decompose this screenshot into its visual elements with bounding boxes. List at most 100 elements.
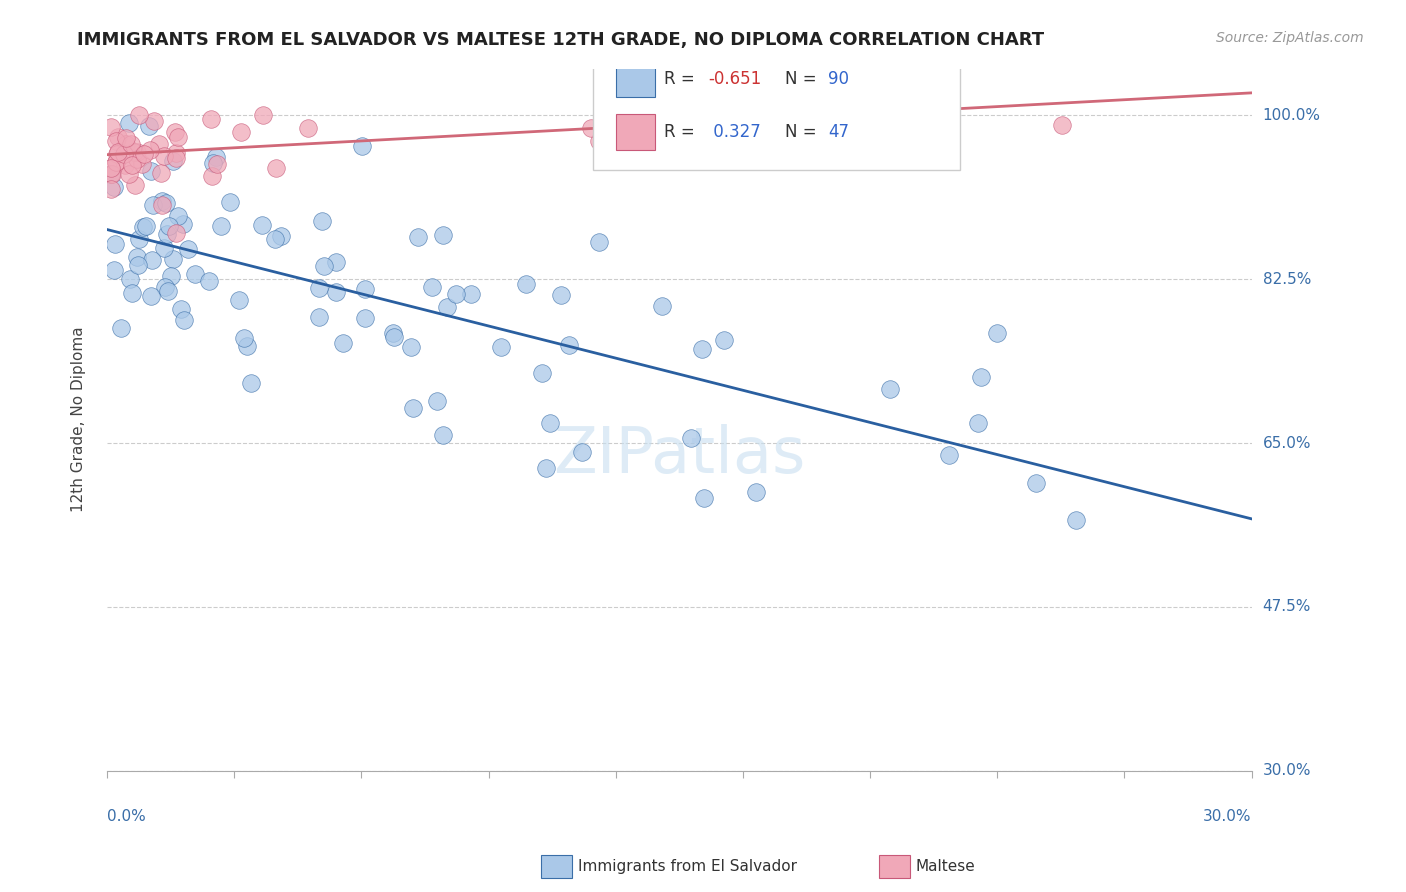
Point bbox=[165, 227, 187, 241]
Point bbox=[420, 280, 443, 294]
Point bbox=[314, 259, 336, 273]
Text: Maltese: Maltese bbox=[915, 859, 974, 873]
Point bbox=[165, 151, 187, 165]
Point bbox=[157, 219, 180, 233]
Point bbox=[986, 326, 1008, 340]
Point bbox=[128, 231, 150, 245]
Text: IMMIGRANTS FROM EL SALVADOR VS MALTESE 12TH GRADE, NO DIPLOMA CORRELATION CHART: IMMIGRANTS FROM EL SALVADOR VS MALTESE 1… bbox=[77, 31, 1045, 49]
Point bbox=[173, 312, 195, 326]
Point bbox=[150, 198, 173, 212]
Point bbox=[354, 282, 377, 296]
Point bbox=[444, 287, 467, 301]
Point bbox=[713, 333, 735, 347]
Point bbox=[325, 285, 347, 300]
Point bbox=[153, 279, 176, 293]
Point bbox=[142, 198, 165, 212]
Point bbox=[107, 146, 129, 161]
Point bbox=[325, 254, 347, 268]
Point bbox=[308, 281, 330, 295]
Point bbox=[938, 448, 960, 462]
Point bbox=[571, 444, 593, 458]
Point bbox=[128, 108, 150, 122]
Point bbox=[240, 376, 263, 390]
Point bbox=[132, 147, 155, 161]
Point bbox=[150, 194, 173, 208]
Point bbox=[1025, 475, 1047, 490]
Point bbox=[112, 147, 135, 161]
Point bbox=[231, 125, 253, 139]
Point bbox=[127, 152, 149, 166]
Point bbox=[308, 310, 330, 325]
Point bbox=[100, 161, 122, 175]
Point bbox=[690, 342, 713, 356]
Point bbox=[177, 242, 200, 256]
Point bbox=[183, 267, 205, 281]
Point bbox=[100, 120, 122, 135]
Point bbox=[209, 219, 232, 234]
Point bbox=[141, 289, 163, 303]
Point bbox=[235, 339, 257, 353]
Point bbox=[135, 219, 157, 233]
Point bbox=[1052, 118, 1074, 132]
Point bbox=[138, 119, 160, 133]
Point bbox=[148, 136, 170, 151]
Point bbox=[218, 194, 240, 209]
Point bbox=[426, 393, 449, 408]
Point bbox=[110, 320, 132, 334]
FancyBboxPatch shape bbox=[616, 114, 655, 150]
Point bbox=[270, 229, 292, 244]
Point bbox=[353, 311, 375, 326]
Point bbox=[118, 168, 141, 182]
Point bbox=[402, 401, 425, 415]
Point bbox=[125, 250, 148, 264]
Point bbox=[115, 136, 138, 151]
Point bbox=[114, 131, 136, 145]
Point bbox=[162, 154, 184, 169]
Point bbox=[139, 144, 162, 158]
Point bbox=[693, 491, 716, 505]
Text: 30.0%: 30.0% bbox=[1263, 764, 1312, 778]
Point bbox=[332, 336, 354, 351]
Point bbox=[156, 285, 179, 299]
Point bbox=[120, 137, 142, 152]
Point bbox=[920, 111, 942, 125]
Y-axis label: 12th Grade, No Diploma: 12th Grade, No Diploma bbox=[72, 326, 86, 512]
Point bbox=[141, 252, 163, 267]
Point bbox=[651, 299, 673, 313]
Point bbox=[160, 268, 183, 283]
Point bbox=[252, 218, 274, 232]
Text: Immigrants from El Salvador: Immigrants from El Salvador bbox=[578, 859, 797, 873]
Text: R =: R = bbox=[665, 123, 700, 141]
Point bbox=[104, 154, 127, 169]
Point bbox=[170, 301, 193, 316]
Point bbox=[153, 241, 176, 255]
Point bbox=[100, 182, 122, 196]
Point bbox=[118, 115, 141, 129]
Point bbox=[879, 382, 901, 396]
Point bbox=[588, 235, 610, 249]
Text: 0.0%: 0.0% bbox=[107, 809, 146, 824]
Point bbox=[124, 178, 146, 193]
Point bbox=[588, 134, 610, 148]
Point bbox=[198, 274, 221, 288]
Point bbox=[121, 158, 143, 172]
Point bbox=[436, 300, 458, 314]
Text: 100.0%: 100.0% bbox=[1263, 108, 1320, 123]
Point bbox=[1066, 513, 1088, 527]
Point bbox=[491, 340, 513, 354]
Point bbox=[207, 157, 229, 171]
Point bbox=[297, 120, 319, 135]
Text: 30.0%: 30.0% bbox=[1204, 809, 1251, 824]
Point bbox=[131, 156, 153, 170]
Point bbox=[104, 237, 127, 252]
Point bbox=[232, 331, 254, 345]
Point bbox=[139, 164, 162, 178]
Point bbox=[165, 145, 187, 160]
Text: -0.651: -0.651 bbox=[709, 70, 761, 87]
Point bbox=[149, 166, 172, 180]
Text: 65.0%: 65.0% bbox=[1263, 435, 1312, 450]
Point bbox=[107, 129, 129, 144]
Point bbox=[162, 252, 184, 267]
Point bbox=[127, 145, 149, 160]
Point bbox=[165, 125, 187, 139]
